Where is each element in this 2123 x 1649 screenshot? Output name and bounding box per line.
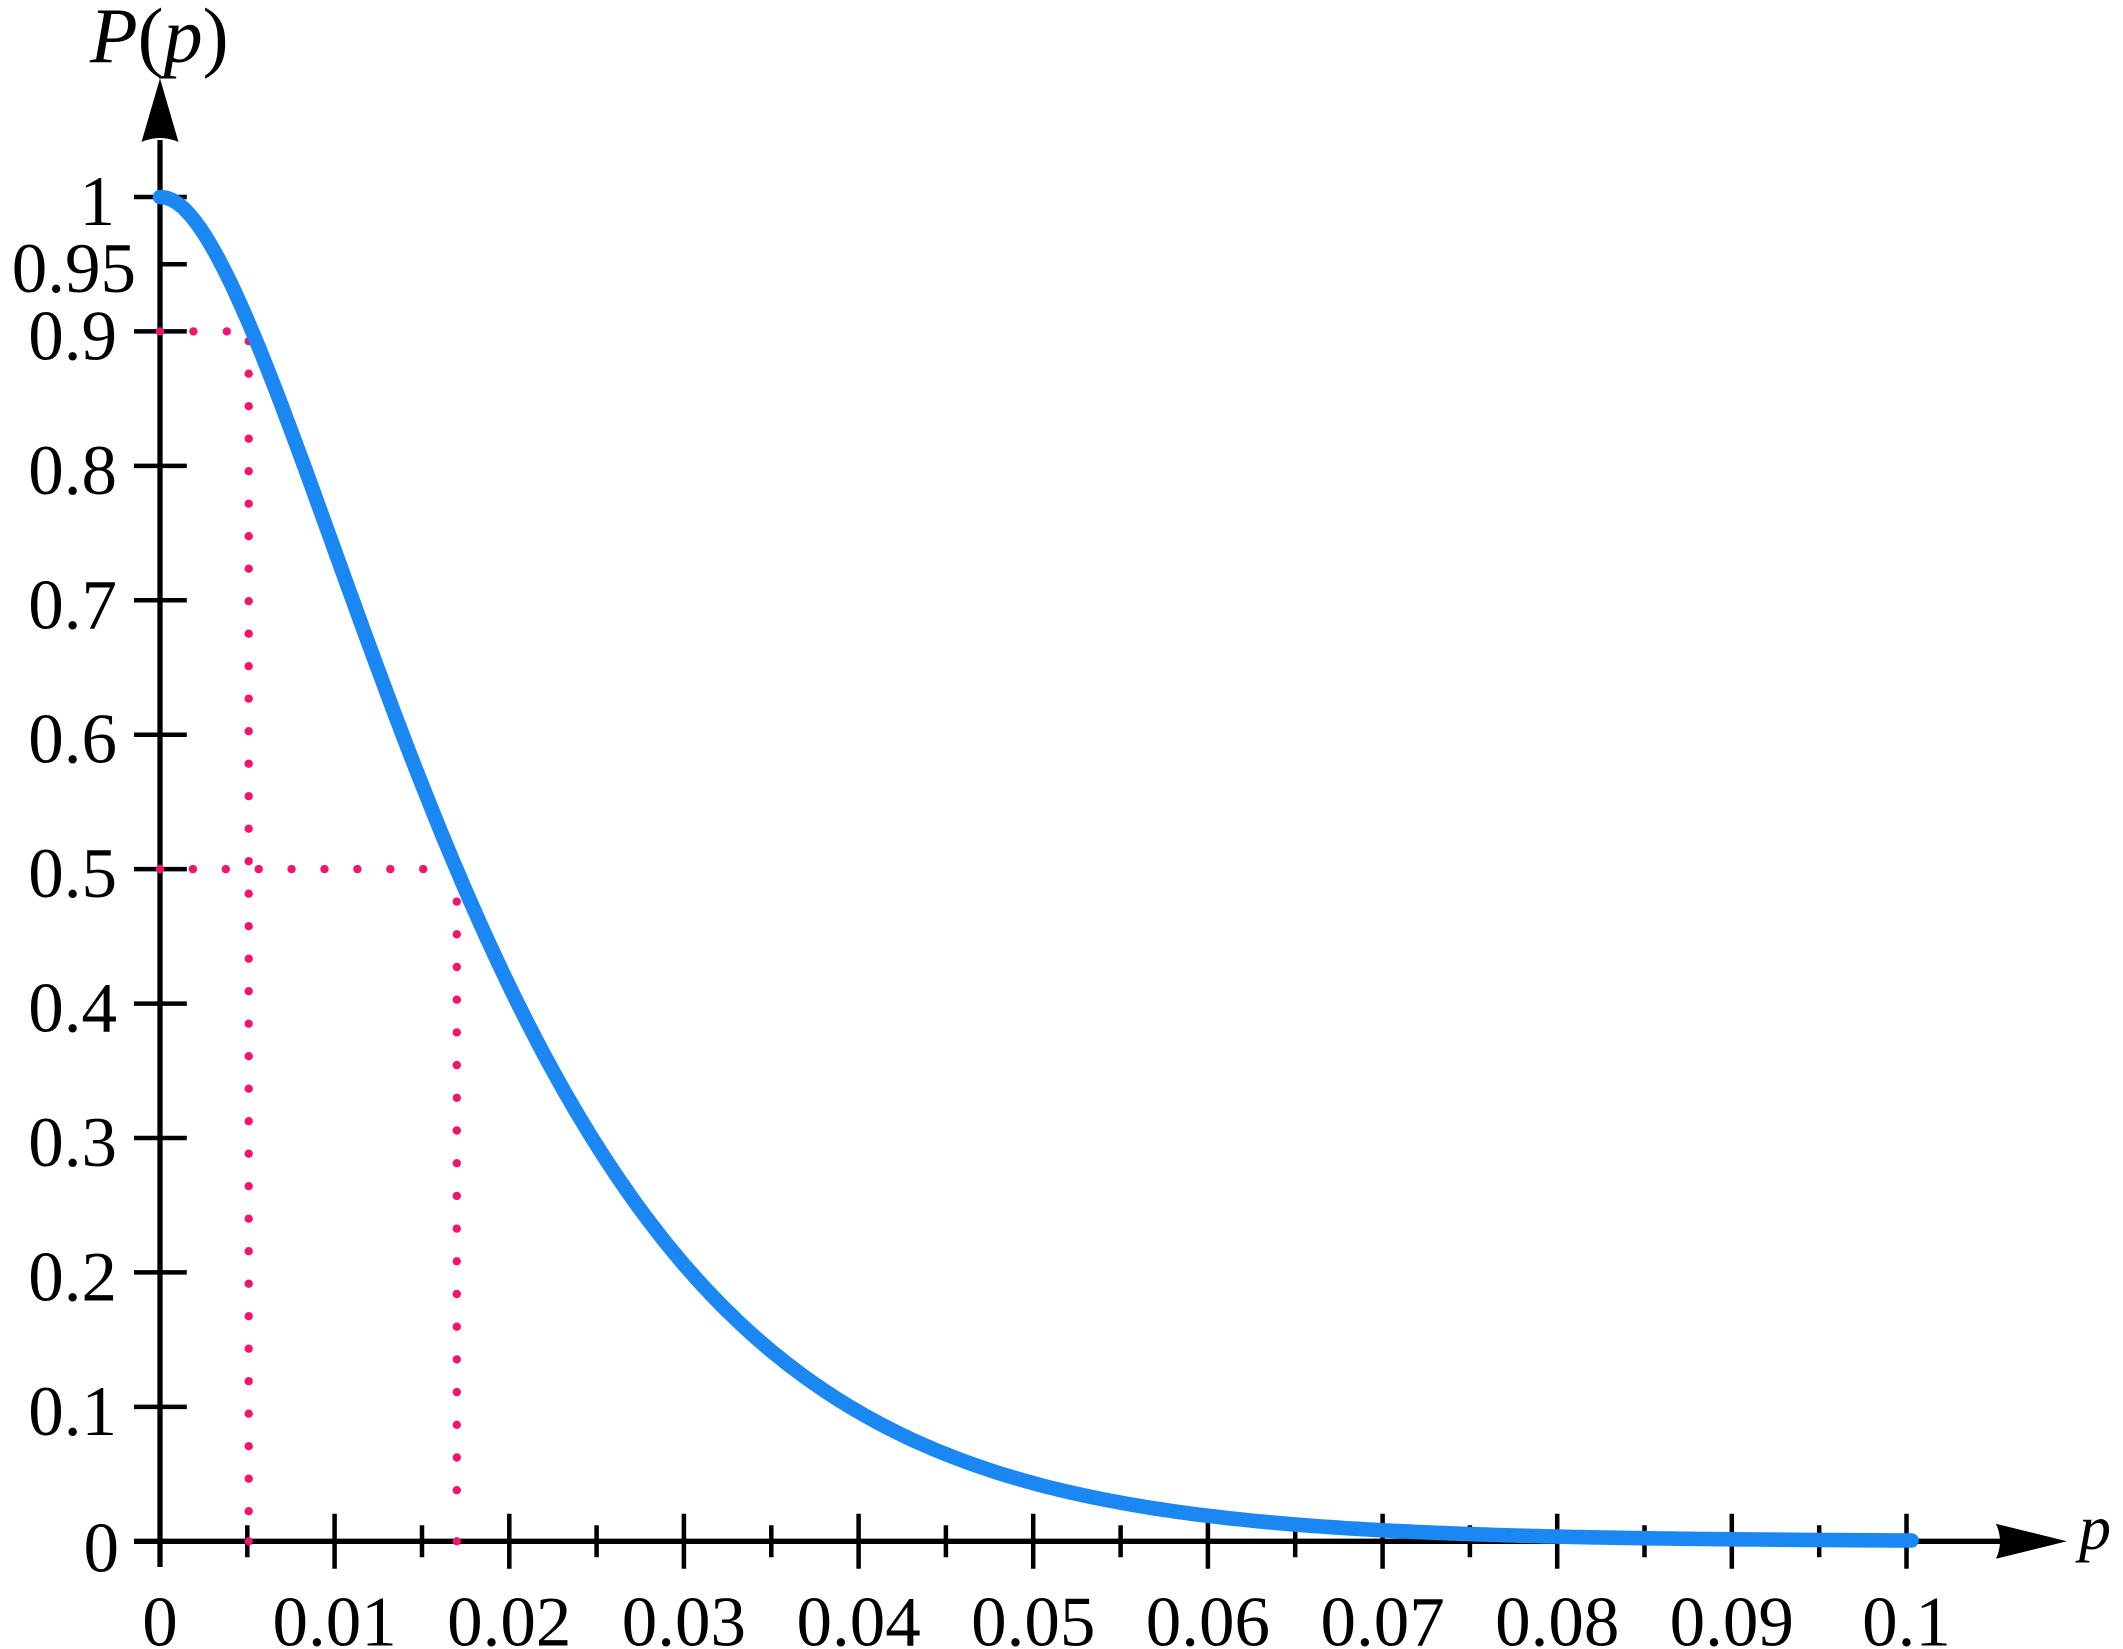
svg-text:0.4: 0.4 — [28, 970, 117, 1048]
svg-text:1: 1 — [80, 163, 116, 241]
svg-text:0.07: 0.07 — [1320, 1584, 1444, 1649]
svg-text:0.5: 0.5 — [28, 835, 117, 913]
svg-text:0.95: 0.95 — [12, 230, 136, 308]
svg-text:p: p — [2075, 1492, 2111, 1563]
svg-text:0.2: 0.2 — [28, 1238, 117, 1316]
svg-text:0.01: 0.01 — [272, 1584, 396, 1649]
svg-text:0.8: 0.8 — [28, 432, 117, 510]
svg-text:0.09: 0.09 — [1670, 1584, 1794, 1649]
svg-text:P(p): P(p) — [89, 0, 229, 79]
svg-text:0.3: 0.3 — [28, 1104, 117, 1182]
svg-text:0: 0 — [84, 1510, 120, 1588]
svg-text:0.08: 0.08 — [1495, 1584, 1619, 1649]
svg-text:0.06: 0.06 — [1146, 1584, 1270, 1649]
svg-text:0.7: 0.7 — [28, 566, 117, 644]
svg-text:0.6: 0.6 — [28, 701, 117, 779]
svg-text:0.9: 0.9 — [28, 297, 117, 375]
svg-text:0.1: 0.1 — [1862, 1584, 1951, 1649]
svg-text:0.1: 0.1 — [28, 1373, 117, 1451]
svg-text:0.03: 0.03 — [622, 1584, 746, 1649]
svg-text:0.02: 0.02 — [447, 1584, 571, 1649]
svg-text:0.04: 0.04 — [796, 1584, 920, 1649]
svg-text:0.05: 0.05 — [971, 1584, 1095, 1649]
svg-text:0: 0 — [142, 1584, 178, 1649]
